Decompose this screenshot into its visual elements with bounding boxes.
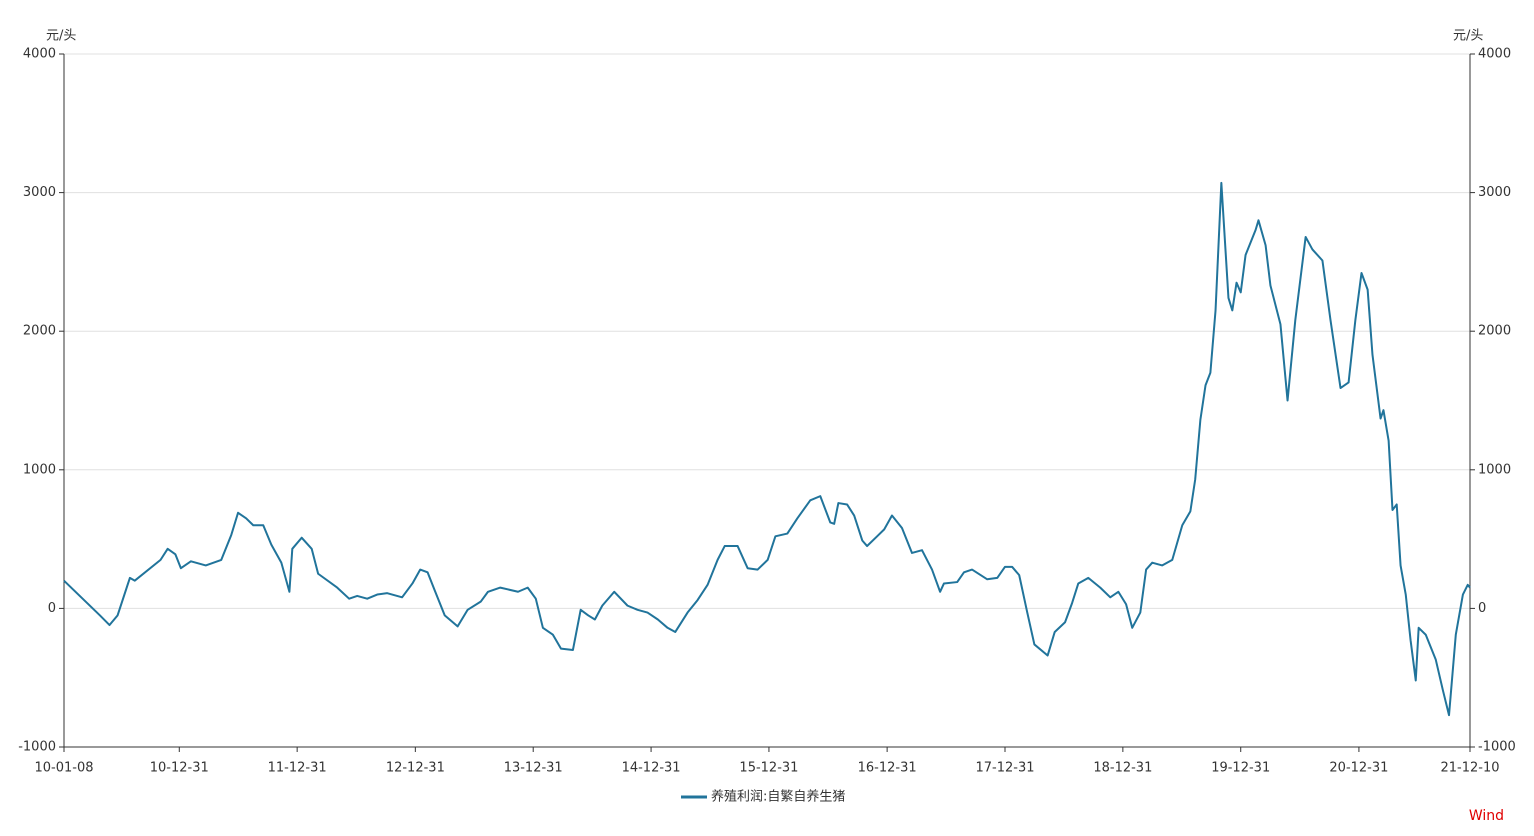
x-tick-label: 20-12-31 — [1329, 761, 1388, 776]
y-tick-label: 2000 — [23, 324, 56, 339]
y-tick-label: 0 — [48, 601, 56, 616]
watermark: Wind — [1469, 808, 1504, 824]
y-axis-label: 元/头 — [46, 29, 76, 44]
x-tick-label: 11-12-31 — [268, 761, 327, 776]
x-tick-label: 10-01-08 — [34, 761, 93, 776]
y2-tick-label: 3000 — [1478, 185, 1511, 200]
x-tick-label: 12-12-31 — [386, 761, 445, 776]
x-tick-label: 19-12-31 — [1211, 761, 1270, 776]
x-tick-label: 16-12-31 — [858, 761, 917, 776]
y2-tick-label: 0 — [1478, 601, 1486, 616]
y2-tick-label: -1000 — [1478, 740, 1516, 755]
x-tick-label: 17-12-31 — [975, 761, 1034, 776]
y2-tick-label: 4000 — [1478, 47, 1511, 62]
y2-tick-label: 2000 — [1478, 324, 1511, 339]
y2-tick-label: 1000 — [1478, 462, 1511, 477]
y2-axis-label: 元/头 — [1453, 29, 1483, 44]
x-tick-label: 10-12-31 — [150, 761, 209, 776]
x-tick-label: 21-12-10 — [1440, 761, 1499, 776]
legend-label: 养殖利润:自繁自养生猪 — [711, 789, 845, 805]
y-tick-label: -1000 — [18, 740, 56, 755]
y-tick-label: 1000 — [23, 462, 56, 477]
x-tick-label: 15-12-31 — [739, 761, 798, 776]
x-tick-label: 13-12-31 — [504, 761, 563, 776]
line — [63, 181, 1471, 717]
x-tick-label: 18-12-31 — [1093, 761, 1152, 776]
y-tick-label: 3000 — [23, 185, 56, 200]
x-tick-label: 14-12-31 — [622, 761, 681, 776]
y-tick-label: 4000 — [23, 47, 56, 62]
